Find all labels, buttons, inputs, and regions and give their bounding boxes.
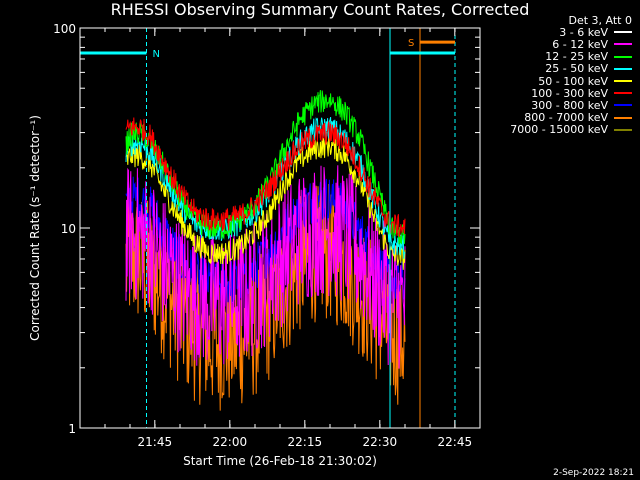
legend-swatch <box>614 80 632 83</box>
legend-title: Det 3, Att 0 <box>568 13 633 27</box>
axis-layer: 21:45 22:00 22:15 22:30 22:45 1 10 100 <box>53 22 481 449</box>
legend-item: 12 - 25 keV <box>462 50 632 64</box>
x-tick-label: 22:15 <box>288 435 323 449</box>
series-line-100-300-kev <box>125 117 406 237</box>
y-tick-label: 1 <box>68 422 76 436</box>
x-tick-label: 21:45 <box>138 435 173 449</box>
x-axis-label: Start Time (26-Feb-18 21:30:02) <box>183 454 377 468</box>
legend-label: 800 - 7000 keV <box>524 111 608 125</box>
legend: Det 3, Att 0 3 - 6 keV 6 - 12 keV 12 - 25 … <box>462 14 632 136</box>
legend-item: 6 - 12 keV <box>462 37 632 51</box>
legend-swatch <box>614 116 632 119</box>
y-tick-label: 100 <box>53 22 76 36</box>
legend-swatch <box>614 43 632 46</box>
legend-item: 800 - 7000 keV <box>462 111 632 125</box>
legend-label: 50 - 100 keV <box>538 74 608 88</box>
legend-swatch <box>614 31 632 34</box>
legend-label: 12 - 25 keV <box>545 50 608 64</box>
y-tick-label: 10 <box>61 222 76 236</box>
series-line-50-100-kev <box>125 134 406 270</box>
flag-label-n: N <box>153 49 160 60</box>
legend-swatch <box>614 55 632 58</box>
legend-swatch <box>614 92 632 95</box>
legend-swatch <box>614 128 632 131</box>
legend-label: 3 - 6 keV <box>559 25 608 39</box>
legend-swatch <box>614 104 632 107</box>
x-tick-label: 22:00 <box>213 435 248 449</box>
data-layer: NS <box>79 28 456 428</box>
legend-item: 3 - 6 keV <box>462 25 632 39</box>
legend-item: 25 - 50 keV <box>462 62 632 76</box>
chart-title: RHESSI Observing Summary Count Rates, Co… <box>110 0 530 19</box>
x-tick-label: 22:30 <box>363 435 398 449</box>
legend-item: 50 - 100 keV <box>462 74 632 88</box>
legend-label: 7000 - 15000 keV <box>510 123 608 137</box>
y-axis-label: Corrected Count Rate (s⁻¹ detector⁻¹) <box>28 115 42 341</box>
series-line-300-800-kev <box>125 176 406 305</box>
legend-item: 300 - 800 keV <box>462 98 632 112</box>
legend-label: 25 - 50 keV <box>545 62 608 76</box>
flag-label-s: S <box>408 38 414 49</box>
series-line-6-12-kev <box>125 165 406 369</box>
legend-label: 100 - 300 keV <box>531 86 608 100</box>
date-stamp: 2-Sep-2022 18:21 <box>553 468 634 478</box>
legend-swatch <box>614 67 632 70</box>
x-tick-label: 22:45 <box>438 435 473 449</box>
legend-label: 300 - 800 keV <box>531 98 608 112</box>
legend-item: 100 - 300 keV <box>462 86 632 100</box>
legend-item: 7000 - 15000 keV <box>462 123 632 137</box>
legend-label: 6 - 12 keV <box>552 37 608 51</box>
series-line-12-25-kev <box>125 90 406 245</box>
